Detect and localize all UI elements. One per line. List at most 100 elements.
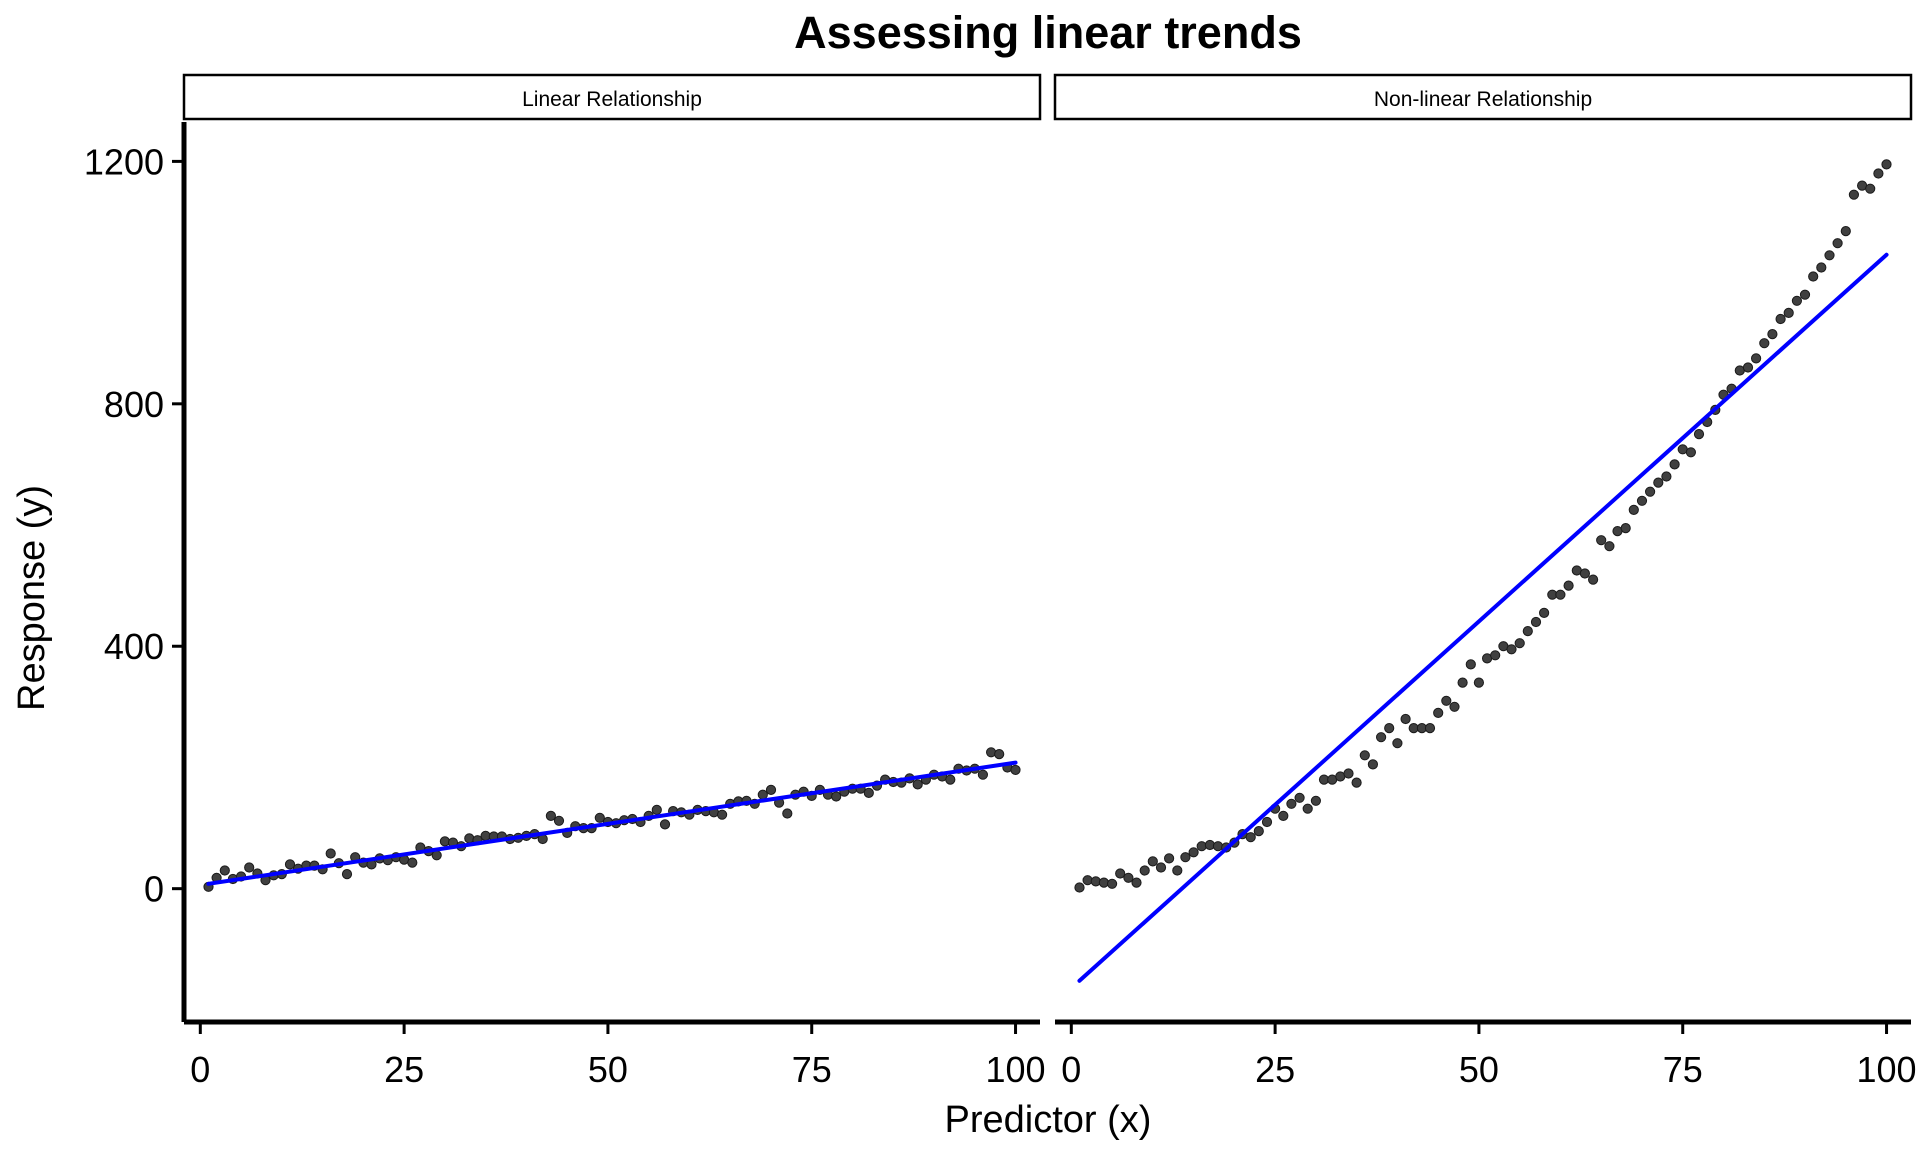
data-point (651, 804, 662, 816)
x-tick-label: 25 (384, 1049, 424, 1090)
data-point (1261, 816, 1273, 828)
data-point (1628, 504, 1639, 515)
data-point (1343, 768, 1354, 779)
x-tick-label: 75 (1663, 1049, 1703, 1090)
data-point (1115, 868, 1126, 879)
data-point (219, 865, 230, 876)
data-point (1359, 750, 1370, 761)
x-tick-label: 100 (1857, 1049, 1917, 1090)
data-point (284, 859, 296, 870)
fit-line-linear (206, 760, 1018, 886)
data-point (1098, 877, 1110, 888)
data-point (1392, 738, 1403, 749)
data-point (1530, 616, 1542, 628)
data-point (945, 774, 956, 785)
data-point (1539, 607, 1550, 619)
data-point (1604, 541, 1615, 552)
data-point (1384, 723, 1395, 734)
data-point (831, 791, 842, 802)
data-point (1596, 535, 1607, 546)
data-point (1376, 732, 1387, 743)
y-axis: 0 400 800 1200 (84, 122, 187, 1022)
data-point (1465, 659, 1476, 670)
data-point (1791, 295, 1803, 306)
panel-ticks-linear: 0 25 50 75 100 (190, 1022, 1046, 1090)
data-point (1751, 353, 1762, 364)
data-point (1107, 878, 1118, 889)
data-point (545, 810, 557, 822)
data-point (1212, 841, 1224, 852)
data-point (1832, 238, 1843, 249)
data-point (1302, 803, 1313, 814)
data-point (1286, 798, 1297, 809)
data-point (912, 779, 923, 790)
data-point (464, 833, 475, 844)
data-point (1400, 713, 1411, 725)
y-tick-label: 1200 (84, 141, 164, 182)
data-point (1522, 626, 1533, 637)
chart-title: Assessing linear trends (794, 7, 1302, 58)
data-point (1799, 289, 1811, 300)
data-point (1424, 723, 1436, 734)
x-tick-label: 75 (792, 1049, 832, 1090)
y-tick-label: 800 (104, 384, 164, 425)
data-point (1808, 271, 1819, 282)
data-point (1563, 580, 1574, 591)
x-tick-label: 25 (1255, 1049, 1295, 1090)
data-point (1253, 826, 1264, 837)
data-point (594, 812, 605, 823)
x-axis-title: Predictor (x) (945, 1099, 1152, 1141)
data-point (1278, 810, 1289, 822)
data-point (1131, 877, 1142, 888)
x-tick-label: 0 (1061, 1049, 1081, 1090)
data-point (1620, 523, 1631, 534)
data-point (977, 769, 989, 780)
data-point (1188, 847, 1199, 858)
data-point (1310, 795, 1322, 806)
data-point (757, 789, 768, 800)
data-point (1816, 262, 1827, 273)
data-point (1514, 638, 1525, 649)
x-tick-label: 100 (986, 1049, 1046, 1090)
data-point (1196, 841, 1207, 852)
data-point (1457, 677, 1468, 688)
data-point (341, 869, 353, 880)
panel-nonlinear: Non-linear Relationship 0 25 50 75 100 (1053, 73, 1917, 1090)
y-tick-label: 0 (144, 869, 164, 910)
data-point (1506, 644, 1517, 655)
data-point (407, 857, 418, 868)
panel-ticks-nonlinear: 0 25 50 75 100 (1061, 1022, 1917, 1090)
strip-label-nonlinear: Non-linear Relationship (1374, 88, 1592, 111)
data-point (1685, 447, 1697, 458)
data-point (1123, 872, 1134, 883)
scatter-points-linear (203, 747, 1021, 892)
data-point (1865, 183, 1876, 194)
data-point (1139, 865, 1150, 876)
data-point (765, 784, 777, 796)
data-point (1759, 338, 1770, 349)
data-point (1490, 650, 1501, 661)
data-point (1881, 159, 1892, 170)
data-point (1588, 574, 1599, 585)
data-point (1840, 226, 1851, 237)
fit-line-nonlinear (1077, 252, 1889, 983)
data-point (863, 787, 874, 799)
data-point (1783, 307, 1794, 318)
panel-linear: Linear Relationship 0 25 50 75 100 (182, 73, 1046, 1090)
data-point (1172, 865, 1183, 876)
scatter-points-nonlinear (1074, 159, 1892, 893)
data-point (1180, 852, 1191, 863)
data-point (1164, 853, 1175, 864)
data-point (1010, 764, 1021, 776)
x-tick-label: 0 (190, 1049, 210, 1090)
data-point (1775, 313, 1786, 325)
data-point (1767, 329, 1778, 340)
data-point (1653, 477, 1664, 488)
x-tick-label: 50 (588, 1049, 628, 1090)
data-point (431, 850, 442, 861)
data-point (1351, 777, 1362, 788)
data-point (1636, 495, 1648, 506)
data-point (1669, 459, 1680, 470)
strip-label-linear: Linear Relationship (522, 88, 702, 111)
